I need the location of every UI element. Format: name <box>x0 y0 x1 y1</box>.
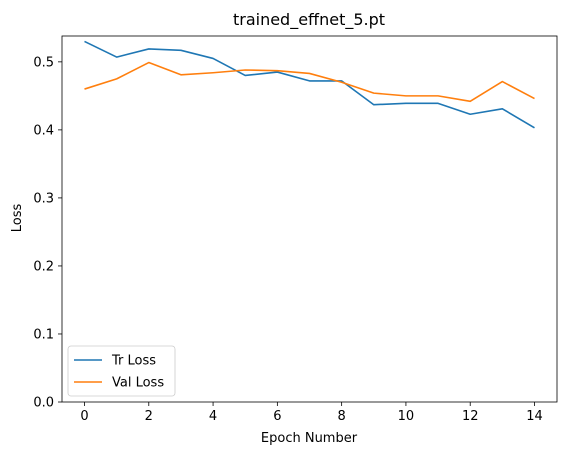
legend-label: Tr Loss <box>111 354 156 369</box>
y-axis-ticks: 0.0 0.1 0.2 0.3 0.4 0.5 <box>33 55 62 411</box>
plot-frame <box>61 35 558 403</box>
x-axis-label: Epoch Number <box>261 431 358 446</box>
series-line-2 <box>84 61 535 103</box>
y-tick-label: 0.3 <box>33 191 54 206</box>
y-tick-label: 0.1 <box>33 327 54 342</box>
y-tick-label: 0.0 <box>33 396 54 411</box>
x-tick-label: 0 <box>80 409 88 424</box>
x-axis-ticks: 0 2 4 6 8 10 12 14 <box>80 402 543 424</box>
x-tick-label: 8 <box>338 409 346 424</box>
series-layer <box>84 40 535 129</box>
y-tick-label: 0.4 <box>33 123 54 138</box>
y-tick-label: 0.2 <box>33 259 54 274</box>
legend: Tr Loss Val Loss <box>67 345 176 397</box>
y-axis-label: Loss <box>10 204 25 233</box>
x-tick-label: 4 <box>209 409 217 424</box>
x-tick-label: 14 <box>526 409 543 424</box>
y-tick-label: 0.5 <box>33 55 54 70</box>
series-line-1 <box>84 40 535 129</box>
legend-label: Val Loss <box>112 376 164 391</box>
legend-box <box>67 345 176 397</box>
x-tick-label: 10 <box>398 409 415 424</box>
x-tick-label: 2 <box>145 409 153 424</box>
x-tick-label: 12 <box>462 409 479 424</box>
chart-title: trained_effnet_5.pt <box>233 10 385 30</box>
x-tick-label: 6 <box>273 409 281 424</box>
plot-area <box>61 35 558 403</box>
